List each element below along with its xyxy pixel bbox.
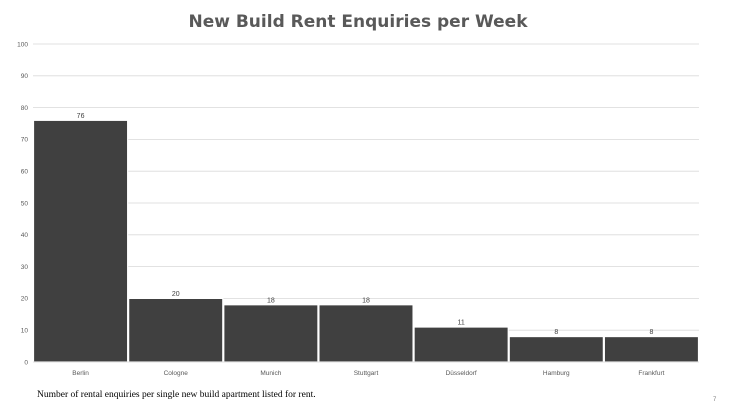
- bar: [318, 304, 414, 363]
- bar: [223, 304, 319, 363]
- y-axis-tick-labels: 0 10 20 30 40 50 60 70 80 90 100: [17, 41, 28, 366]
- bar-data-label: 18: [267, 297, 275, 304]
- data-labels: 76 20 18 18 11 8 8: [77, 113, 654, 336]
- bar: [128, 297, 224, 363]
- y-tick-label: 40: [21, 232, 29, 239]
- x-category-label: Cologne: [164, 370, 189, 377]
- bar-data-label: 18: [362, 297, 370, 304]
- x-category-label: Stuttgart: [354, 370, 379, 377]
- bar-data-label: 76: [77, 113, 85, 120]
- y-tick-label: 100: [17, 41, 28, 48]
- y-tick-label: 80: [21, 105, 29, 112]
- x-axis-category-labels: Berlin Cologne Munich Stuttgart Düsseldorf Ha…: [72, 370, 664, 377]
- y-tick-label: 60: [21, 169, 29, 176]
- y-tick-label: 0: [24, 359, 28, 366]
- y-tick-label: 20: [21, 296, 29, 303]
- bar: [413, 326, 509, 363]
- bar-data-label: 8: [554, 329, 558, 336]
- page-number: 7: [713, 397, 717, 403]
- y-tick-label: 30: [21, 264, 29, 271]
- y-tick-label: 70: [21, 137, 29, 144]
- y-tick-label: 50: [21, 200, 29, 207]
- bars: [32, 119, 700, 363]
- x-category-label: Berlin: [72, 370, 89, 377]
- bar: [603, 335, 700, 363]
- chart-caption: Number of rental enquiries per single ne…: [37, 390, 316, 400]
- x-category-label: Hamburg: [543, 370, 570, 377]
- bar: [32, 119, 129, 363]
- bar-data-label: 20: [172, 291, 180, 298]
- chart-title: New Build Rent Enquiries per Week: [188, 12, 528, 32]
- x-category-label: Munich: [260, 370, 281, 377]
- y-tick-label: 10: [21, 328, 29, 335]
- bar-data-label: 8: [649, 329, 653, 336]
- gridlines: [33, 43, 699, 331]
- x-category-label: Düsseldorf: [446, 370, 477, 377]
- y-tick-label: 90: [21, 73, 29, 80]
- bar: [508, 335, 604, 363]
- bar-data-label: 11: [458, 320, 465, 327]
- x-category-label: Frankfurt: [638, 370, 664, 377]
